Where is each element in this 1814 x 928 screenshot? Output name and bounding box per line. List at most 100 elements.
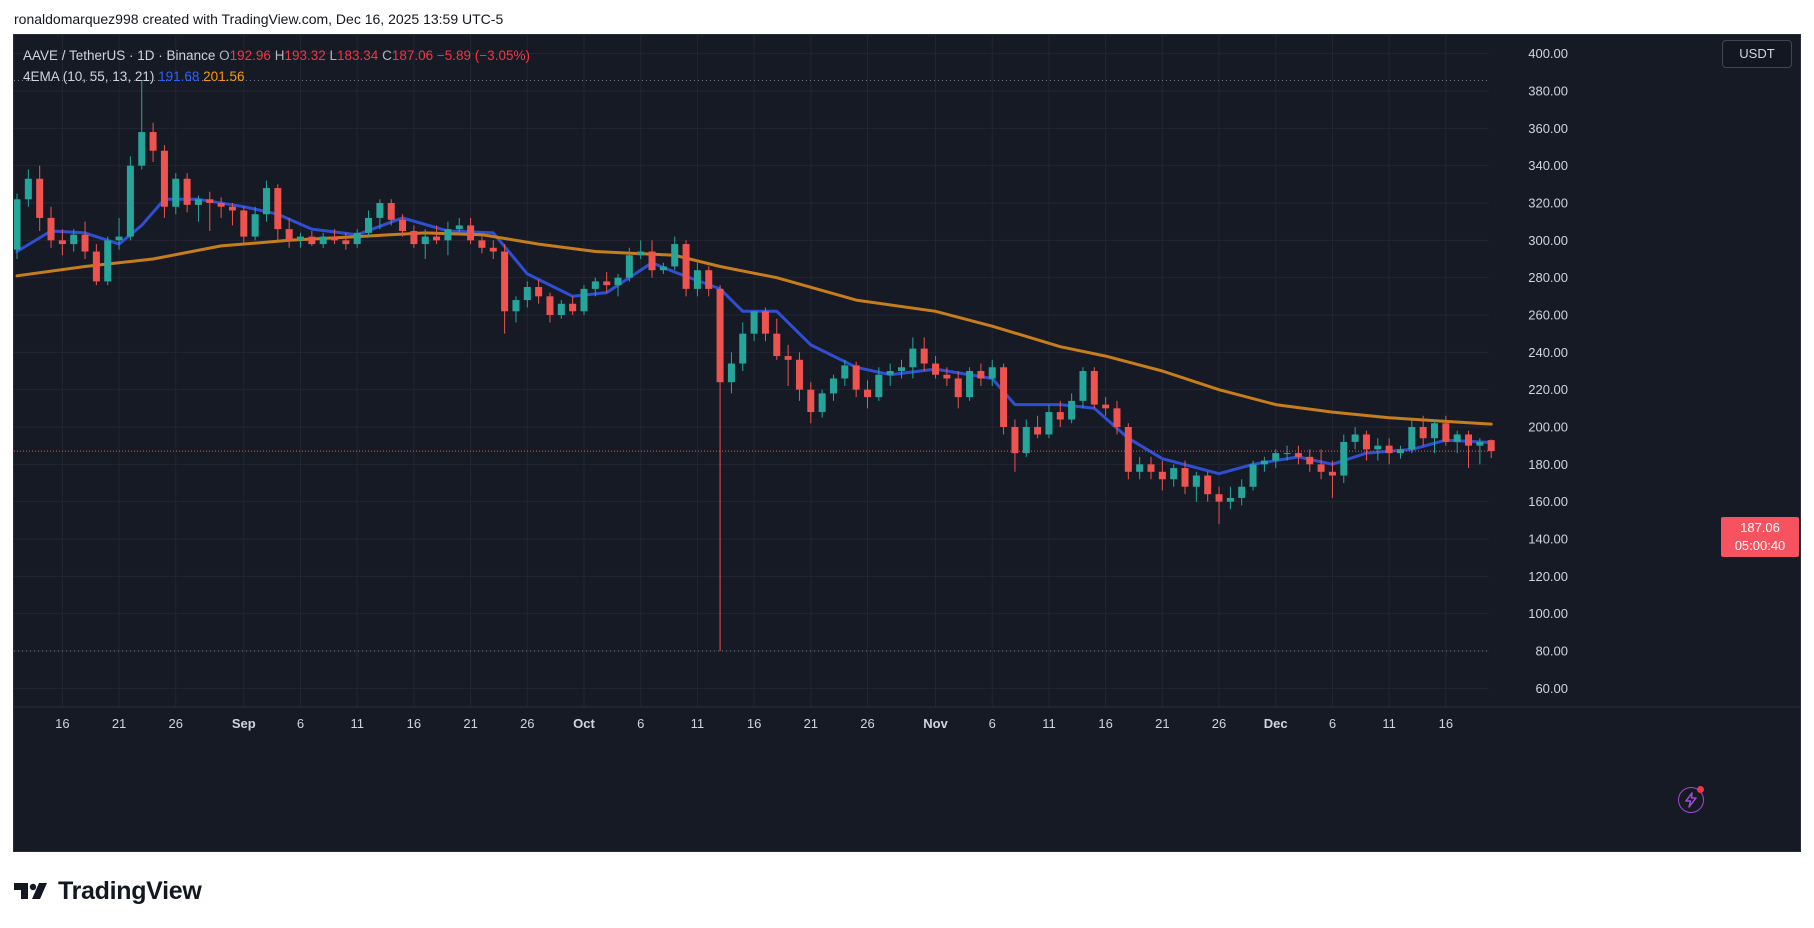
candle — [70, 229, 78, 252]
candle-body — [1056, 412, 1064, 420]
candle — [716, 285, 724, 651]
candle — [535, 279, 543, 304]
candle — [24, 169, 32, 207]
candle-body — [864, 389, 871, 398]
indicator-label[interactable]: 4EMA (10, 55, 13, 21) — [23, 69, 155, 84]
candle — [1147, 456, 1155, 480]
candle-body — [36, 178, 44, 218]
x-tick-label: 21 — [463, 716, 477, 731]
x-tick-label: 26 — [1212, 716, 1226, 731]
symbol-label[interactable]: AAVE / TetherUS · 1D · Binance — [23, 48, 216, 63]
candle — [376, 199, 384, 230]
candle — [1226, 486, 1234, 510]
candle — [1034, 415, 1042, 439]
candle — [1170, 464, 1178, 487]
candle — [557, 300, 565, 319]
candle — [727, 352, 735, 394]
candle — [841, 359, 849, 386]
candle — [228, 203, 236, 226]
candle-body — [875, 374, 883, 398]
candle-body — [898, 367, 906, 371]
tradingview-logo[interactable]: TradingView — [14, 876, 202, 906]
x-tick-label: 16 — [407, 716, 421, 731]
candle-body — [1476, 441, 1484, 446]
candle — [160, 145, 168, 218]
candle — [761, 307, 769, 342]
candlestick-chart[interactable]: 400.00 380.00 360.00 340.00 320.00 300.00 280.… — [14, 35, 1801, 852]
candle-body — [115, 236, 123, 241]
candle — [1215, 486, 1223, 525]
tradingview-logo-icon — [14, 883, 47, 899]
candle — [1045, 404, 1053, 439]
y-tick-label: 320.00 — [1528, 196, 1568, 211]
y-tick-label: 340.00 — [1528, 158, 1568, 173]
candle-body — [1192, 475, 1200, 487]
candle-body — [1079, 371, 1087, 401]
x-tick-label: 16 — [747, 716, 761, 731]
candle — [932, 356, 940, 379]
candle-body — [1419, 427, 1427, 439]
candle-body — [240, 210, 248, 237]
currency-button[interactable]: USDT — [1722, 40, 1792, 68]
candle — [1102, 397, 1110, 416]
candle-body — [637, 251, 645, 256]
candle — [977, 363, 985, 386]
candle-body — [1374, 445, 1382, 450]
candle — [852, 361, 860, 398]
candle — [308, 231, 316, 246]
chart-panel[interactable]: 400.00 380.00 360.00 340.00 320.00 300.00 280.… — [13, 34, 1801, 852]
candle — [1283, 445, 1291, 461]
candle — [149, 122, 157, 162]
lightning-bolt-icon[interactable] — [1678, 786, 1704, 813]
candle-body — [671, 244, 679, 267]
candle-body — [206, 199, 214, 203]
candle — [784, 344, 792, 386]
candle-body — [1090, 371, 1098, 405]
indicator-row: 4EMA (10, 55, 13, 21) 191.68 201.56 — [23, 66, 530, 87]
candle-body — [126, 165, 134, 237]
candle — [297, 232, 304, 248]
candle — [433, 225, 441, 245]
candle — [1079, 367, 1087, 409]
candle-body — [353, 232, 361, 245]
candle-body — [1328, 471, 1336, 476]
candle — [1272, 449, 1280, 469]
candle-body — [70, 234, 78, 245]
candle-body — [966, 371, 974, 398]
candle-body — [1147, 464, 1155, 472]
candle — [750, 311, 758, 342]
attribution-header: ronaldomarquez998 created with TradingVi… — [0, 0, 1814, 34]
candle — [138, 80, 146, 170]
candle-body — [977, 371, 985, 379]
candle-body — [932, 363, 940, 375]
candle — [591, 277, 599, 297]
candle-body — [1000, 367, 1008, 427]
candle — [614, 273, 622, 297]
x-tick-label: 11 — [1042, 716, 1056, 731]
candle — [1011, 419, 1019, 472]
candle — [1136, 456, 1144, 480]
candle — [1022, 419, 1030, 457]
attribution-text: ronaldomarquez998 created with TradingVi… — [14, 11, 504, 27]
ohlc-row: AAVE / TetherUS · 1D · Binance O192.96 H… — [23, 45, 530, 66]
y-tick-label: 120.00 — [1528, 569, 1568, 584]
candle-body — [1453, 434, 1461, 442]
candle-body — [784, 356, 792, 360]
y-tick-label: 380.00 — [1528, 84, 1568, 99]
candle — [637, 240, 645, 259]
candle-body — [467, 225, 475, 241]
candle — [1351, 427, 1359, 450]
candle — [1396, 445, 1404, 459]
y-tick-label: 260.00 — [1528, 308, 1568, 323]
candle — [1419, 415, 1427, 446]
bar-countdown: 05:00:40 — [1734, 538, 1786, 553]
candle — [829, 374, 837, 401]
candle — [1465, 430, 1473, 469]
candle-body — [217, 203, 225, 207]
candle-body — [160, 150, 168, 207]
candle — [512, 296, 520, 323]
candle — [1249, 460, 1257, 491]
x-tick-label: Nov — [923, 716, 948, 731]
candle — [671, 236, 679, 271]
candle-body — [1340, 441, 1348, 476]
